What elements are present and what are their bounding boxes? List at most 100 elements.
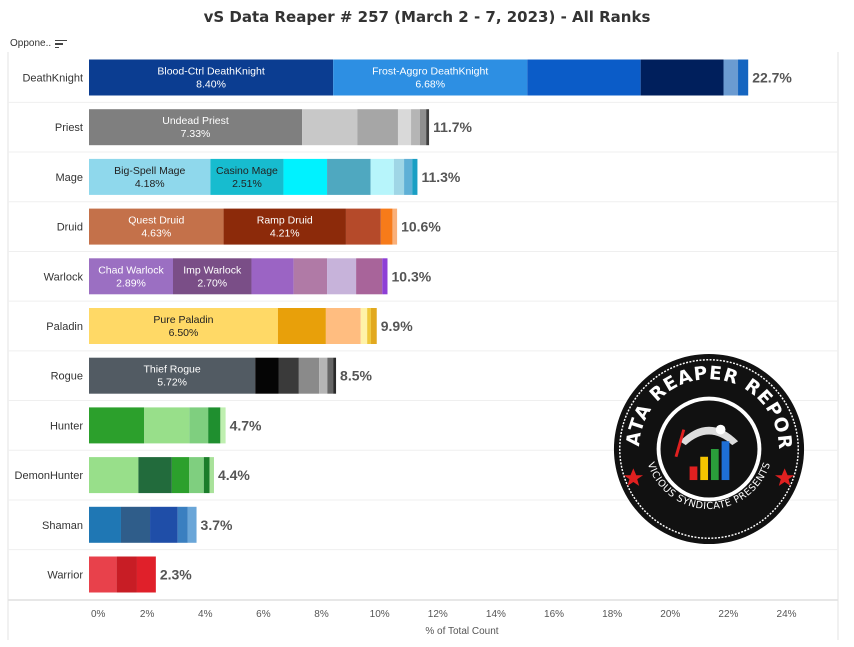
x-tick-label: 12% xyxy=(428,609,448,620)
bar-segment-hunter-1 xyxy=(144,407,190,444)
bar-segment-deathknight-2 xyxy=(527,59,641,96)
bar-segment-rogue-2 xyxy=(278,357,299,394)
bar-segment-warlock-5 xyxy=(356,258,383,295)
bar-segment-shaman-1 xyxy=(120,506,151,543)
bar-segment-paladin-1 xyxy=(277,308,326,344)
bar-segment-paladin-3 xyxy=(360,308,368,344)
category-label-rogue: Rogue xyxy=(51,371,83,383)
bar-segment-warlock-0 xyxy=(89,258,173,295)
segment-label: Chad Warlock xyxy=(98,264,164,276)
bar-segment-hunter-3 xyxy=(208,407,221,444)
segment-label: Frost-Aggro DeathKnight xyxy=(372,66,488,78)
segment-label: Quest Druid xyxy=(128,215,184,227)
segment-label: Imp Warlock xyxy=(183,264,242,276)
bar-segment-shaman-0 xyxy=(89,506,121,543)
segment-label: Undead Priest xyxy=(162,115,229,127)
segment-label: Thief Rogue xyxy=(144,364,201,376)
bar-segment-priest-3 xyxy=(397,109,412,146)
x-tick-label: 2% xyxy=(140,609,155,620)
bar-segment-demonhunter-3 xyxy=(189,457,204,494)
bar-segment-rogue-6 xyxy=(333,357,337,394)
bar-segment-warlock-4 xyxy=(327,258,357,295)
bar-total-label: 10.3% xyxy=(392,268,432,284)
category-label-demonhunter: DemonHunter xyxy=(15,470,84,482)
sort-header[interactable]: Oppone.. xyxy=(10,38,68,49)
bar-segment-hunter-4 xyxy=(220,407,226,444)
bar-segment-deathknight-4 xyxy=(723,59,739,96)
bar-total-label: 2.3% xyxy=(160,567,192,583)
bar-segment-shaman-3 xyxy=(177,506,188,543)
segment-value-label: 4.63% xyxy=(141,228,171,240)
bar-segment-priest-4 xyxy=(411,109,420,146)
bar-segment-demonhunter-4 xyxy=(203,457,210,494)
x-tick-label: 18% xyxy=(602,609,622,620)
segment-label: Ramp Druid xyxy=(257,215,313,227)
bar-segment-warrior-0 xyxy=(89,556,117,593)
bar-segment-warlock-1 xyxy=(172,258,252,295)
category-label-mage: Mage xyxy=(55,172,83,184)
bar-segment-warrior-1 xyxy=(116,556,137,593)
data-reaper-report-logo: DATA REAPER REPORT VICIOUS SYNDICATE PRE… xyxy=(612,352,805,545)
segment-value-label: 6.50% xyxy=(169,327,199,339)
bar-total-label: 22.7% xyxy=(752,70,792,86)
bar-segment-mage-6 xyxy=(404,158,413,195)
segment-value-label: 7.33% xyxy=(181,128,211,140)
bar-segment-mage-4 xyxy=(370,158,394,195)
category-label-deathknight: DeathKnight xyxy=(22,73,83,85)
bar-total-label: 3.7% xyxy=(201,517,233,533)
x-tick-label: 14% xyxy=(486,609,506,620)
bar-segment-druid-0 xyxy=(89,208,224,245)
category-label-warlock: Warlock xyxy=(44,271,84,283)
bar-total-label: 4.7% xyxy=(230,417,262,433)
bar-segment-mage-2 xyxy=(283,158,328,195)
segment-value-label: 5.72% xyxy=(157,377,187,389)
segment-value-label: 6.68% xyxy=(415,79,445,91)
bar-segment-paladin-2 xyxy=(325,308,361,344)
bar-segment-shaman-4 xyxy=(187,506,197,543)
sort-header-label: Oppone.. xyxy=(10,38,52,49)
bar-segment-deathknight-1 xyxy=(333,59,528,96)
bar-total-label: 9.9% xyxy=(381,318,413,334)
segment-label: Pure Paladin xyxy=(153,314,213,326)
bar-segment-deathknight-5 xyxy=(738,59,749,96)
bar-segment-priest-1 xyxy=(302,109,358,146)
bar-segment-mage-1 xyxy=(210,158,284,195)
segment-value-label: 2.51% xyxy=(232,178,262,190)
x-tick-label: 22% xyxy=(718,609,738,620)
bar-segment-priest-6 xyxy=(426,109,430,146)
bar-segment-demonhunter-5 xyxy=(209,457,214,494)
bar-segment-rogue-1 xyxy=(255,357,279,394)
bar-segment-warlock-6 xyxy=(382,258,388,295)
bar-segment-rogue-5 xyxy=(327,357,334,394)
x-tick-label: 20% xyxy=(660,609,680,620)
bar-segment-shaman-2 xyxy=(150,506,178,543)
bar-segment-mage-5 xyxy=(393,158,405,195)
bar-segment-warlock-3 xyxy=(293,258,328,295)
bar-segment-druid-2 xyxy=(345,208,381,245)
segment-value-label: 4.21% xyxy=(270,228,300,240)
segment-value-label: 2.89% xyxy=(116,277,146,289)
chart-title: vS Data Reaper # 257 (March 2 - 7, 2023)… xyxy=(203,8,651,26)
x-axis-label: % of Total Count xyxy=(425,626,498,637)
x-tick-label: 10% xyxy=(370,609,390,620)
x-tick-label: 4% xyxy=(198,609,213,620)
category-label-priest: Priest xyxy=(55,122,83,134)
category-label-warrior: Warrior xyxy=(47,570,83,582)
x-tick-label: 6% xyxy=(256,609,271,620)
bar-segment-demonhunter-2 xyxy=(171,457,190,494)
x-tick-label: 16% xyxy=(544,609,564,620)
bar-segment-paladin-0 xyxy=(89,308,278,344)
bar-segment-druid-1 xyxy=(223,208,346,245)
category-label-druid: Druid xyxy=(57,222,83,234)
bar-segment-paladin-5 xyxy=(370,308,377,344)
bar-segment-deathknight-0 xyxy=(89,59,334,96)
bar-segment-druid-3 xyxy=(380,208,393,245)
bar-total-label: 10.6% xyxy=(401,219,441,235)
segment-value-label: 8.40% xyxy=(196,79,226,91)
bar-total-label: 11.7% xyxy=(433,119,472,135)
bar-segment-demonhunter-0 xyxy=(89,457,139,494)
sort-icon[interactable] xyxy=(55,39,68,49)
bar-segment-rogue-4 xyxy=(319,357,328,394)
x-tick-label: 24% xyxy=(777,609,797,620)
